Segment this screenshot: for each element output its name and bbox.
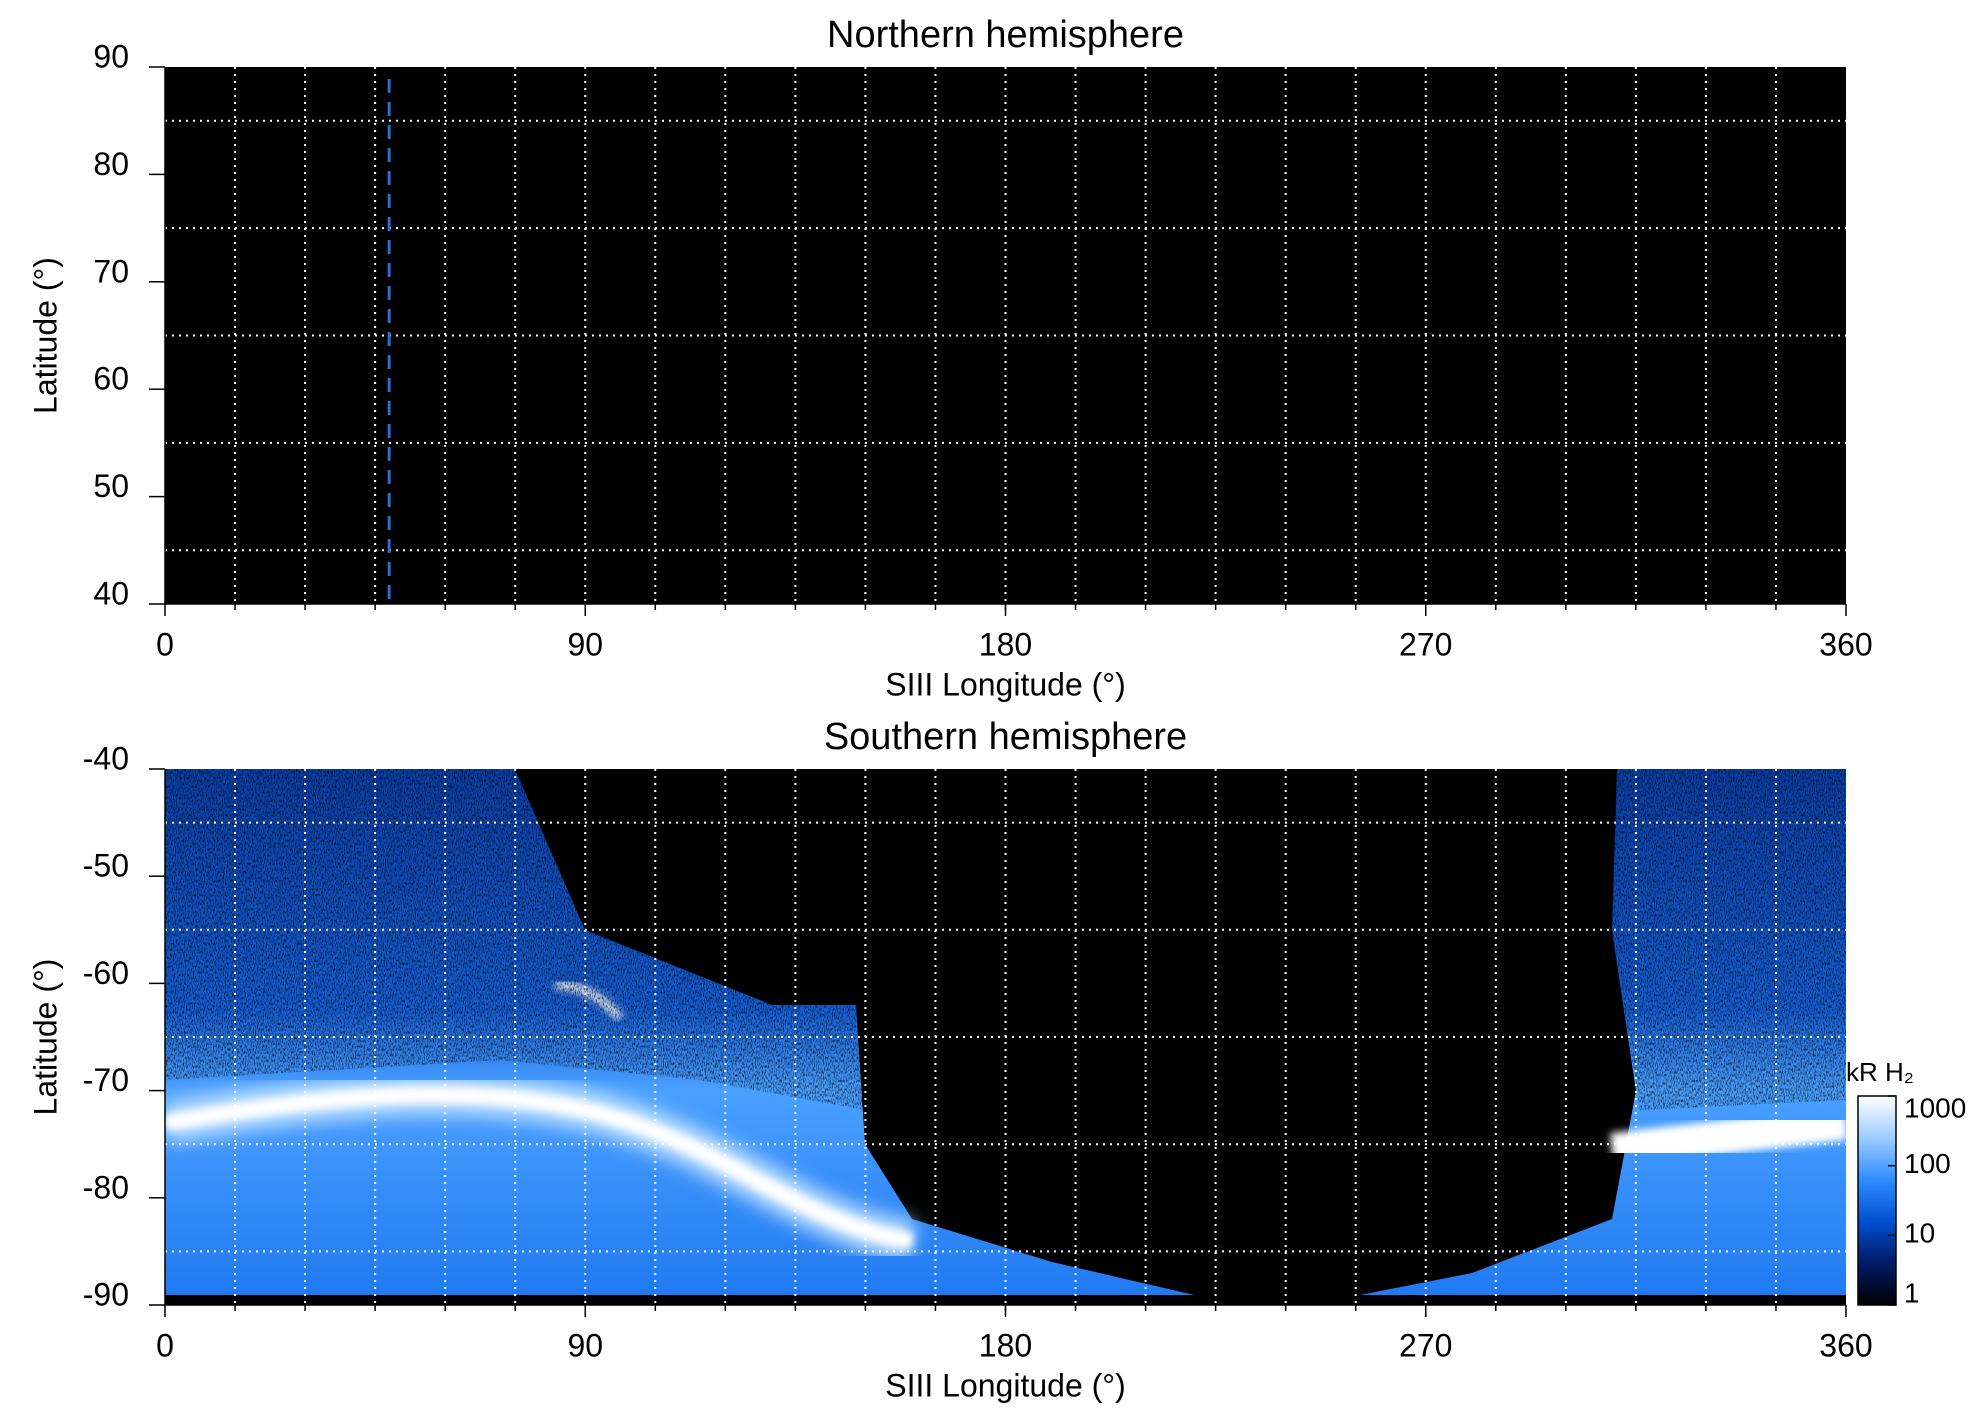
noise xyxy=(165,769,1846,1110)
y-tick-label: -40 xyxy=(83,740,129,776)
colorbar-label: kR H₂ xyxy=(1846,1057,1914,1087)
y-tick-label: 90 xyxy=(93,38,129,74)
y-axis-label: Latitude (°) xyxy=(27,257,63,414)
y-tick-label: 70 xyxy=(93,253,129,289)
y-tick-label: -90 xyxy=(83,1276,129,1312)
x-tick-label: 0 xyxy=(156,626,174,662)
x-axis-label: SIII Longitude (°) xyxy=(885,1367,1125,1403)
colorbar-tick-label: 10 xyxy=(1904,1218,1935,1249)
panel: 0 90 180 270 360 40 50 60 70 80 90 Northern hemisph… xyxy=(27,14,1872,702)
x-tick-label: 180 xyxy=(979,626,1032,662)
y-tick-label: -70 xyxy=(83,1062,129,1098)
y-tick-label: 80 xyxy=(93,146,129,182)
x-tick-label: 270 xyxy=(1399,1327,1452,1363)
panel: 0 90 180 270 360 -90 -80 -70 -60 -50 -40 Southern h… xyxy=(27,716,1966,1403)
colorbar-tick-label: 100 xyxy=(1904,1148,1951,1179)
x-tick-label: 180 xyxy=(979,1327,1032,1363)
y-tick-label: 50 xyxy=(93,468,129,504)
y-axis-label: Latitude (°) xyxy=(27,959,63,1116)
y-tick-label: 60 xyxy=(93,361,129,397)
colorbar-tick-label: 1000 xyxy=(1904,1092,1966,1123)
chart-title: Southern hemisphere xyxy=(824,716,1187,758)
y-tick-label: 40 xyxy=(93,575,129,611)
colorbar-tick-label: 1 xyxy=(1904,1277,1920,1308)
x-tick-label: 360 xyxy=(1819,626,1872,662)
x-tick-label: 90 xyxy=(567,1327,603,1363)
y-tick-label: -50 xyxy=(83,848,129,884)
y-tick-label: -60 xyxy=(83,955,129,991)
x-tick-label: 0 xyxy=(156,1327,174,1363)
x-tick-label: 270 xyxy=(1399,626,1452,662)
chart-title: Northern hemisphere xyxy=(827,14,1184,56)
x-axis-label: SIII Longitude (°) xyxy=(885,666,1125,702)
oval-right xyxy=(1610,1106,1846,1167)
bottom-strip xyxy=(165,1295,1846,1305)
x-tick-label: 360 xyxy=(1819,1327,1872,1363)
x-tick-label: 90 xyxy=(567,626,603,662)
colorbar xyxy=(1857,1095,1897,1306)
oval-main xyxy=(165,1086,914,1249)
y-tick-label: -80 xyxy=(83,1169,129,1205)
